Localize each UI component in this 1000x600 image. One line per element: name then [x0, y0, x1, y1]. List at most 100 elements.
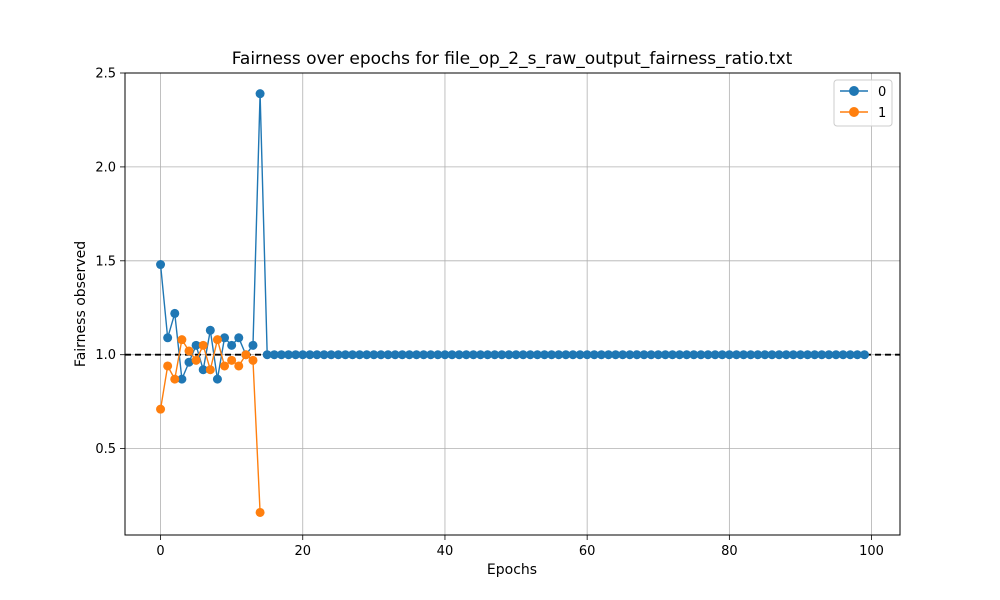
data-point [703, 350, 713, 360]
data-point [660, 350, 670, 360]
data-point [532, 350, 542, 360]
data-point [205, 325, 215, 335]
y-tick-label: 1.5 [95, 254, 116, 269]
data-point [518, 350, 528, 360]
data-point [468, 350, 478, 360]
data-point [746, 350, 756, 360]
data-point [191, 355, 201, 365]
data-point [625, 350, 635, 360]
data-point [326, 350, 336, 360]
data-point [234, 361, 244, 371]
data-point [767, 350, 777, 360]
series-line [159, 93, 865, 382]
data-point [803, 350, 813, 360]
series-0 [156, 89, 869, 384]
data-point [319, 350, 329, 360]
data-point [412, 350, 422, 360]
data-point [653, 350, 663, 360]
data-point [810, 350, 820, 360]
legend: 0 1 [833, 79, 893, 127]
legend-swatch-marker [849, 107, 859, 117]
data-point [376, 350, 386, 360]
data-point [490, 350, 500, 360]
data-point [184, 357, 194, 367]
data-point [497, 350, 507, 360]
data-point [646, 350, 656, 360]
y-axis-label: Fairness observed [73, 241, 89, 367]
legend-swatch-marker [849, 86, 859, 96]
data-point [362, 350, 372, 360]
data-point [198, 340, 208, 350]
data-point [390, 350, 400, 360]
data-point [852, 350, 862, 360]
data-point [248, 340, 258, 350]
y-tick-label: 0.5 [95, 442, 116, 457]
data-point [717, 350, 727, 360]
data-point [269, 350, 279, 360]
data-point [177, 335, 187, 345]
data-point [191, 340, 201, 350]
data-point [440, 350, 450, 360]
data-point [525, 350, 535, 360]
data-point [483, 350, 493, 360]
x-tick-label: 40 [437, 544, 454, 559]
x-tick-label: 80 [721, 544, 738, 559]
data-point [205, 365, 215, 375]
data-point [170, 308, 180, 318]
data-point [291, 350, 301, 360]
data-point [355, 350, 365, 360]
plot-frame [124, 72, 901, 536]
data-point [795, 350, 805, 360]
data-point [433, 350, 443, 360]
data-point [284, 350, 294, 360]
series-layer [156, 89, 869, 517]
data-point [739, 350, 749, 360]
data-point [596, 350, 606, 360]
series-1 [156, 335, 265, 517]
data-point [675, 350, 685, 360]
data-point [611, 350, 621, 360]
legend-label: 1 [878, 106, 886, 121]
data-point [212, 335, 222, 345]
x-tick-label: 100 [859, 544, 884, 559]
data-point [632, 350, 642, 360]
data-point [639, 350, 649, 360]
data-point [788, 350, 798, 360]
data-point [817, 350, 827, 360]
data-point [838, 350, 848, 360]
y-tick-label: 2.5 [95, 67, 116, 82]
data-point [753, 350, 763, 360]
data-point [774, 350, 784, 360]
data-point [419, 350, 429, 360]
legend-label: 0 [878, 85, 886, 100]
data-point [589, 350, 599, 360]
y-ticks: 0.5 1.0 1.5 2.0 2.5 [95, 67, 125, 457]
data-point [255, 507, 265, 517]
data-point [262, 350, 272, 360]
data-point [333, 350, 343, 360]
data-point [305, 350, 315, 360]
x-tick-label: 20 [294, 544, 311, 559]
data-point [255, 89, 265, 99]
data-point [575, 350, 585, 360]
data-point [454, 350, 464, 360]
data-point [163, 361, 173, 371]
data-point [554, 350, 564, 360]
data-point [511, 350, 521, 360]
x-tick-label: 0 [156, 544, 164, 559]
data-point [198, 365, 208, 375]
data-point [603, 350, 613, 360]
data-point [312, 350, 322, 360]
data-point [383, 350, 393, 360]
data-point [340, 350, 350, 360]
data-point [710, 350, 720, 360]
data-point [831, 350, 841, 360]
grid [125, 72, 900, 535]
x-tick-label: 60 [579, 544, 596, 559]
data-point [156, 260, 166, 270]
x-axis-label: Epochs [487, 562, 537, 578]
data-point [568, 350, 578, 360]
data-point [212, 374, 222, 384]
data-point [426, 350, 436, 360]
